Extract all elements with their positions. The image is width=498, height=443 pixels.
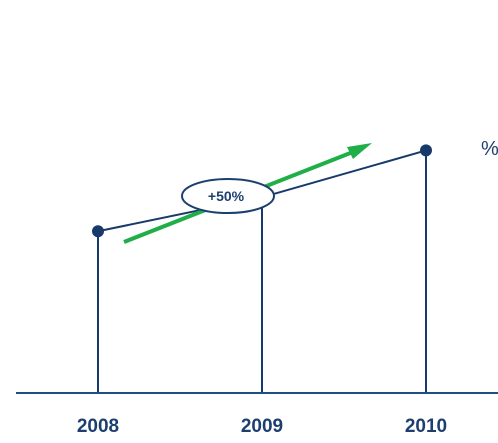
growth-badge-label: +50%: [208, 188, 245, 204]
x-tick-label-2010: 2010: [405, 416, 447, 437]
x-tick-label-2008: 2008: [77, 416, 119, 437]
data-point-2008: [92, 225, 104, 238]
growth-arrow-head: [347, 143, 372, 159]
x-tick-label-2009: 2009: [241, 416, 283, 437]
growth-badge-outline: [181, 178, 275, 214]
percent-label: %: [481, 138, 498, 160]
data-point-2010: [420, 144, 432, 157]
growth-badge: +50%: [181, 178, 275, 214]
chart-marks: [92, 144, 432, 393]
